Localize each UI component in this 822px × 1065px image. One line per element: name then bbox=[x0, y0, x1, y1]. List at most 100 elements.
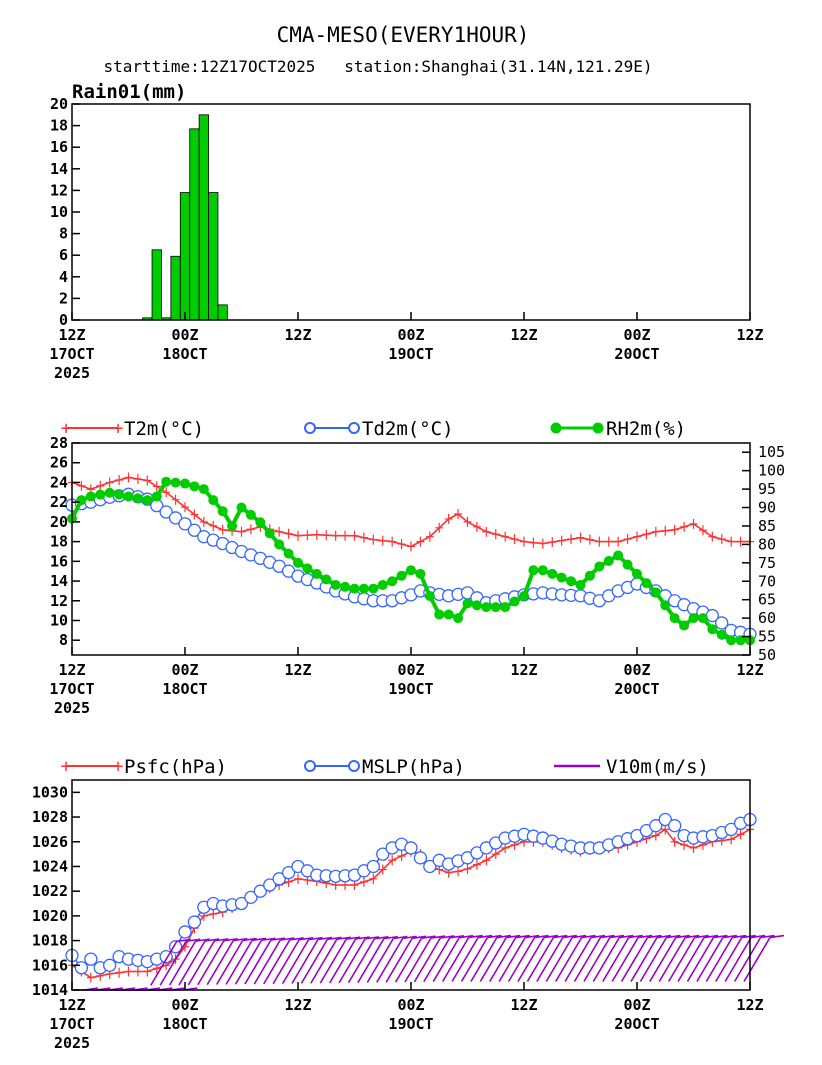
t2m-point bbox=[190, 509, 199, 520]
t2m-point bbox=[435, 522, 444, 533]
psfc-point bbox=[472, 859, 481, 870]
t2m-point bbox=[77, 480, 86, 491]
t2m-point bbox=[670, 524, 679, 535]
rh2m-point bbox=[481, 602, 492, 613]
mslp-legend-marker-end bbox=[348, 760, 360, 772]
pres-xtick-date: 20OCT bbox=[614, 1015, 659, 1033]
mslp-point bbox=[413, 851, 428, 865]
rh2m-point bbox=[377, 579, 388, 590]
temp-xtick-label: 12Z bbox=[58, 661, 85, 679]
rh2m-point bbox=[556, 572, 567, 583]
rain-ytick-label: 4 bbox=[59, 268, 68, 286]
rh2m-point bbox=[227, 520, 238, 531]
rh2m-point bbox=[424, 591, 435, 602]
rh-legend-label: RH2m(%) bbox=[606, 418, 686, 440]
t2m-point bbox=[303, 530, 312, 541]
wind-barb bbox=[451, 934, 493, 982]
rh2m-point bbox=[650, 587, 661, 598]
wind-barb bbox=[479, 934, 521, 982]
rh-ytick-label: 100 bbox=[758, 462, 785, 480]
rh-ytick-label: 80 bbox=[758, 535, 776, 553]
rain-bar bbox=[151, 249, 162, 321]
wind-barb bbox=[225, 937, 267, 985]
t2m-point bbox=[350, 530, 359, 541]
wind-legend-label: V10m(m/s) bbox=[606, 756, 709, 778]
psfc-point bbox=[482, 855, 491, 866]
psfc-legend-label: Psfc(hPa) bbox=[124, 756, 227, 778]
rh2m-point bbox=[509, 596, 520, 607]
t2m-point bbox=[341, 530, 350, 541]
mslp-point bbox=[103, 958, 117, 972]
wind-barb bbox=[366, 935, 408, 983]
mslp-point bbox=[263, 878, 277, 892]
wind-barb bbox=[159, 938, 201, 986]
pres-xtick-label: 12Z bbox=[58, 996, 85, 1014]
rain-ytick-label: 12 bbox=[50, 181, 68, 199]
pressure-legend: + + Psfc(hPa) MSLP(hPa) V10m(m/s) bbox=[61, 756, 709, 778]
pres-xtick-label: 12Z bbox=[284, 996, 311, 1014]
wind-barb bbox=[460, 934, 502, 982]
td2m-legend-marker bbox=[304, 422, 316, 434]
rh2m-point bbox=[584, 570, 595, 581]
wind-barb bbox=[206, 937, 248, 986]
td2m-point bbox=[715, 616, 729, 630]
pres-xtick-date: 19OCT bbox=[388, 1015, 433, 1033]
temp-ytick-label: 10 bbox=[50, 611, 68, 629]
wind-barb bbox=[357, 935, 399, 984]
wind-barb bbox=[253, 937, 295, 985]
t2m-point bbox=[133, 473, 142, 484]
wind-barb bbox=[441, 934, 483, 982]
temp-xtick-label: 00Z bbox=[623, 661, 650, 679]
psfc-point bbox=[369, 873, 378, 884]
rh2m-point bbox=[302, 563, 313, 574]
t2m-point bbox=[181, 502, 189, 513]
rh2m-point bbox=[726, 635, 737, 646]
mslp-point bbox=[74, 961, 89, 975]
t2m-point bbox=[162, 487, 171, 498]
td2m-point bbox=[159, 505, 173, 519]
rain-bar bbox=[189, 128, 200, 321]
rh2m-point bbox=[358, 583, 369, 594]
chart-title: CMA-MESO(EVERY1HOUR) bbox=[277, 23, 530, 47]
rain-ytick-label: 20 bbox=[50, 95, 68, 113]
t2m-point bbox=[105, 477, 114, 488]
rh2m-point bbox=[453, 613, 464, 624]
t2m-point bbox=[322, 530, 331, 541]
rh-ytick-label: 105 bbox=[758, 443, 785, 461]
t2m-point bbox=[359, 532, 368, 543]
pres-ytick-label: 1030 bbox=[32, 783, 68, 801]
t2m-point bbox=[651, 526, 660, 537]
mslp-legend-marker bbox=[304, 760, 316, 772]
rh2m-point bbox=[603, 555, 614, 566]
t2m-point bbox=[708, 531, 717, 542]
rain-bar bbox=[217, 304, 228, 321]
t2m-point bbox=[472, 521, 481, 532]
temp-xtick-label: 12Z bbox=[284, 661, 311, 679]
rain-panel: Rain01(mm) 0246810121416182012Z17OCT2025… bbox=[49, 81, 763, 382]
mslp-point bbox=[404, 841, 418, 855]
rh2m-point bbox=[311, 568, 322, 579]
t2m-point bbox=[633, 531, 641, 542]
t2m-point bbox=[152, 481, 161, 492]
t2m-point bbox=[604, 536, 613, 547]
t2m-legend-marker: + bbox=[61, 418, 72, 439]
rain-bar bbox=[198, 114, 209, 321]
t2m-point bbox=[237, 526, 246, 537]
rh2m-point bbox=[321, 574, 332, 585]
rh2m-point bbox=[142, 495, 153, 506]
t2m-point bbox=[124, 472, 133, 483]
rh2m-point bbox=[528, 565, 539, 576]
rh2m-point bbox=[575, 579, 586, 590]
wind-barb bbox=[150, 938, 191, 986]
rh2m-point bbox=[198, 484, 209, 495]
pressure-panel: + + Psfc(hPa) MSLP(hPa) V10m(m/s) 1014 10… bbox=[32, 756, 785, 1052]
wind-barb bbox=[432, 934, 474, 983]
t2m-point bbox=[378, 535, 387, 546]
wind-barb bbox=[310, 936, 351, 984]
temp-xtick-label: 12Z bbox=[736, 661, 763, 679]
wind-barb bbox=[187, 938, 229, 986]
psfc-point bbox=[359, 876, 368, 887]
t2m-point bbox=[557, 535, 566, 546]
temp-xtick-date: 17OCT bbox=[49, 680, 94, 698]
psfc-point bbox=[736, 829, 745, 840]
